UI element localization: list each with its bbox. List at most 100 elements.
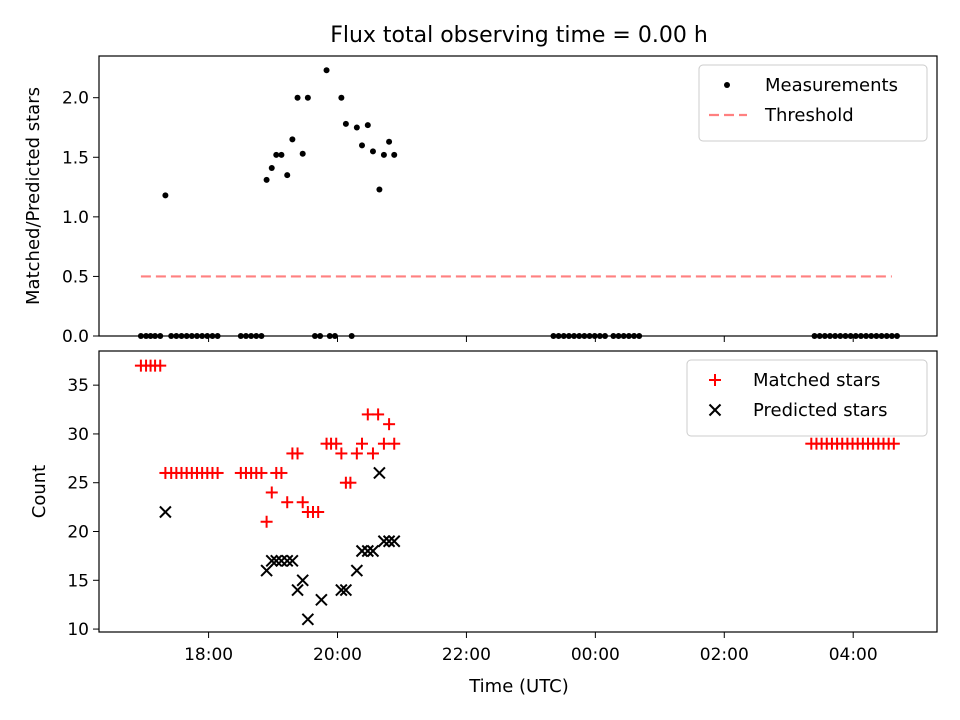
x-tick-label: 00:00: [571, 645, 620, 665]
legend-box: [698, 64, 928, 142]
measurement-point: [369, 148, 376, 155]
matched-stars-point: [330, 437, 343, 450]
predicted-stars-point: [382, 535, 396, 548]
x-b: [377, 535, 391, 548]
x-b: [265, 554, 278, 567]
x-tick-label: 18:00: [184, 645, 233, 665]
measurement-point: [364, 122, 371, 129]
legend-label: Matched stars: [753, 370, 880, 391]
figure-title: Flux total observing time = 0.00 h: [330, 23, 708, 48]
x-b: [373, 466, 386, 480]
measurement-point: [294, 94, 301, 101]
y-tick-label: 35: [67, 376, 89, 396]
bottom-subplot: 10 15 20 25 30 35 18:00 20:00 22:00 00:00 02:00 04:…: [29, 350, 938, 665]
predicted-stars-point: [366, 544, 380, 558]
predicted-stars-point: [339, 583, 353, 597]
y-tick-label: 2.0: [62, 89, 89, 109]
matched-stars-point: [350, 447, 363, 460]
plot-frame: [98, 350, 938, 633]
predicted-stars-point: [286, 554, 299, 567]
matched-stars-point: [265, 486, 278, 499]
legend: Matched stars Predicted stars: [686, 359, 928, 437]
y-tick-label: 0.5: [62, 267, 89, 287]
x-tick-label: 02:00: [700, 645, 749, 665]
matched-stars-point: [291, 447, 304, 460]
x-b: [260, 564, 273, 577]
matched-stars-point: [275, 466, 288, 479]
legend-marker-x-b: [708, 403, 722, 417]
x-b: [335, 583, 348, 597]
y-tick-label: 20: [67, 523, 89, 543]
plot-frame: [98, 55, 938, 337]
y-tick-label: 1.5: [62, 148, 89, 168]
x-b: [301, 613, 315, 626]
matched-stars-point: [383, 418, 396, 431]
measurement-point: [338, 94, 345, 101]
y-tick-label: 0.0: [62, 327, 89, 347]
measurement-point: [353, 124, 360, 131]
measurement-point: [304, 94, 311, 101]
x-b: [275, 554, 288, 567]
predicted-stars-point: [377, 535, 391, 548]
matched-stars-point: [361, 408, 374, 421]
predicted-stars-point: [315, 593, 328, 607]
measurement-point: [391, 151, 398, 158]
matched-stars-point: [377, 437, 390, 450]
predicted-stars-point: [350, 564, 364, 577]
x-b: [388, 535, 401, 548]
x-b: [355, 544, 369, 558]
x-b: [339, 583, 353, 597]
measurement-point: [342, 120, 349, 127]
x-b: [350, 564, 364, 577]
x-b: [366, 544, 380, 558]
y-axis-label: Count: [29, 465, 50, 518]
measurement-point: [162, 192, 169, 199]
predicted-stars-point: [335, 583, 348, 597]
x-axis-label: Time (UTC): [468, 676, 569, 697]
x-b: [291, 583, 304, 597]
predicted-stars-point: [281, 554, 294, 567]
predicted-stars-point: [265, 554, 278, 567]
measurement-point: [386, 138, 393, 145]
x-b: [315, 593, 328, 607]
matched-stars-point: [388, 437, 401, 450]
measurement-point: [268, 165, 275, 171]
x-tick-label: 22:00: [442, 645, 491, 665]
predicted-stars-point: [291, 583, 304, 597]
x-b: [296, 574, 309, 587]
matched-stars-point: [296, 496, 309, 509]
matched-stars-point: [335, 447, 348, 460]
predicted-stars-point: [301, 613, 315, 626]
predicted-stars-point: [159, 505, 172, 519]
measurement-point: [289, 136, 296, 143]
matched-stars-point: [887, 437, 900, 450]
y-axis-label: Matched/Predicted stars: [23, 87, 44, 305]
matched-stars-point: [366, 447, 379, 460]
predicted-stars-point: [275, 554, 288, 567]
y-tick-label: 1.0: [62, 208, 89, 228]
legend: Measurements Threshold: [698, 64, 928, 142]
legend-label: Measurements: [765, 75, 898, 96]
matched-stars-point: [372, 408, 385, 421]
measurement-point: [323, 67, 330, 74]
legend-box: [686, 359, 928, 437]
x-b: [286, 554, 299, 567]
x-b: [281, 554, 294, 567]
predicted-stars-point: [260, 564, 273, 577]
predicted-stars-point: [296, 574, 309, 587]
measurement-point: [380, 151, 387, 158]
predicted-stars-point: [355, 544, 369, 558]
measurement-point: [263, 176, 270, 183]
x-tick-label: 04:00: [829, 645, 878, 665]
matched-stars-point: [356, 437, 369, 450]
predicted-stars-point: [373, 466, 386, 480]
matched-stars-point: [344, 476, 357, 489]
x-b: [159, 505, 172, 519]
y-tick-label: 10: [67, 620, 89, 640]
measurement-point: [299, 150, 306, 157]
y-tick-label: 15: [67, 571, 89, 591]
matched-stars-point: [312, 505, 325, 518]
matched-stars-point: [281, 496, 294, 509]
matched-stars-point: [260, 515, 273, 528]
